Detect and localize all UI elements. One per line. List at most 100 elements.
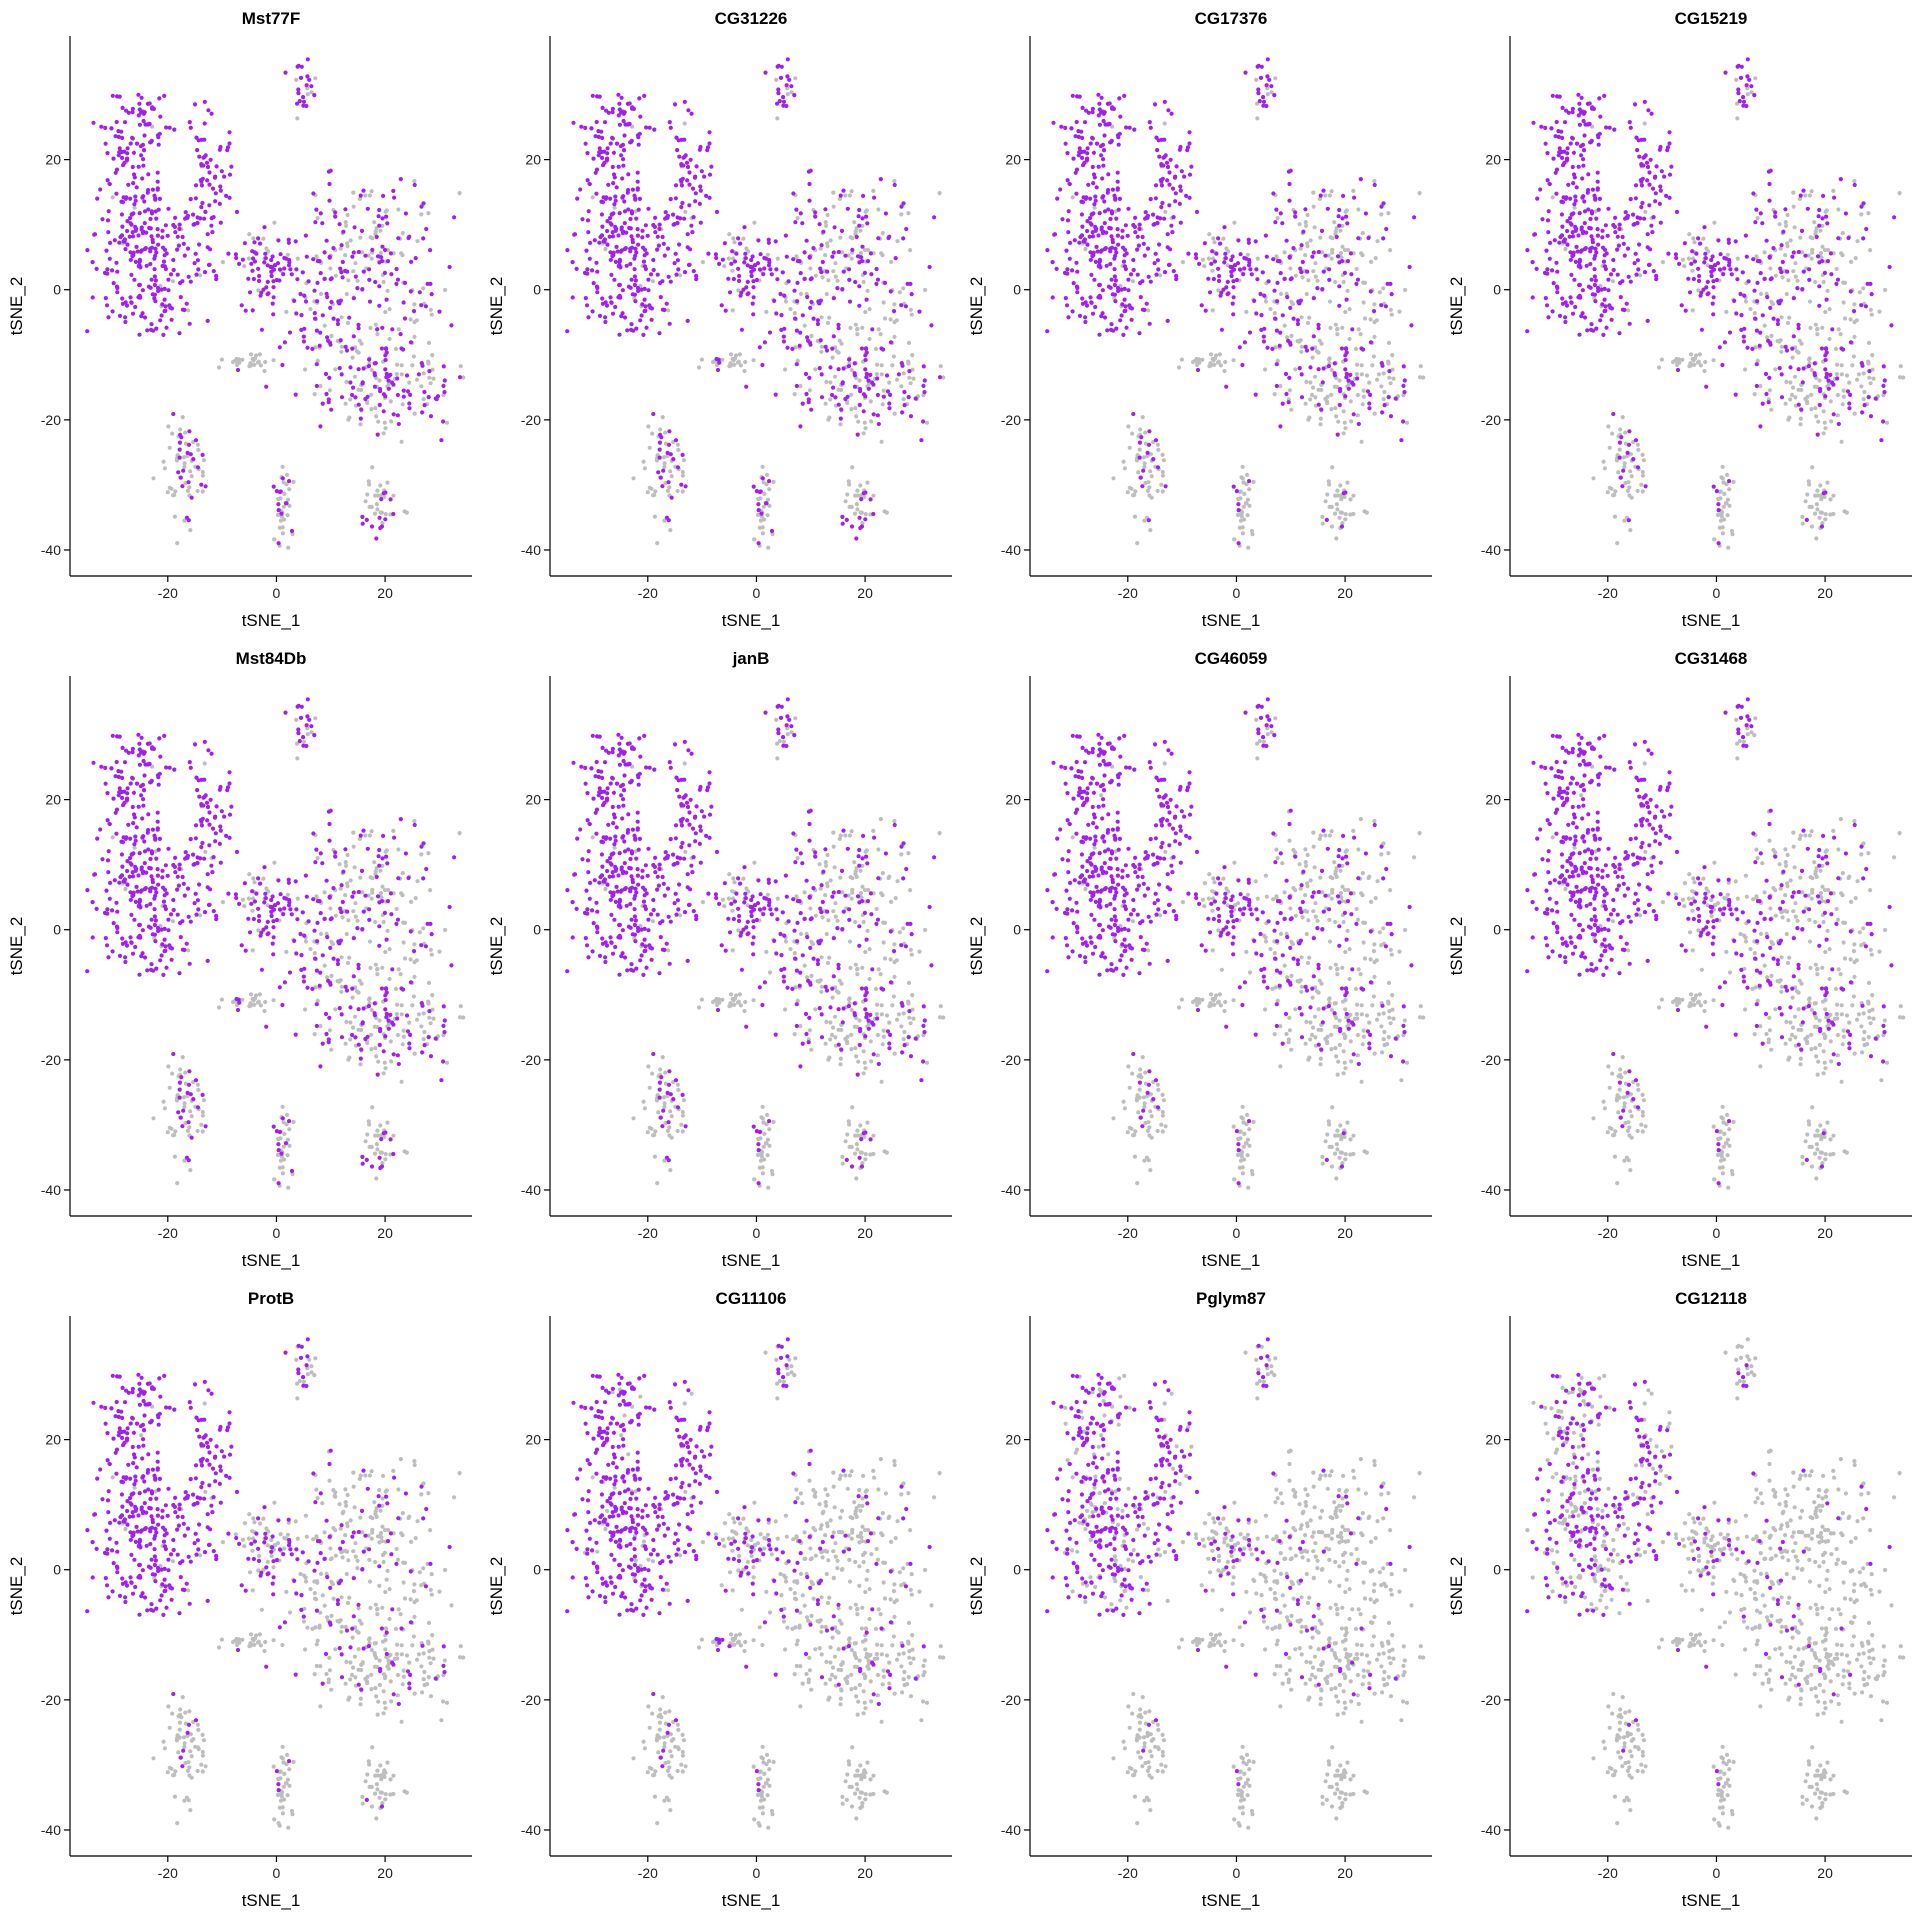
point-expressed [213,199,218,204]
point-expressed [1873,396,1878,401]
point-expressed [781,103,786,108]
point-low [399,363,404,368]
point-low [1379,212,1384,217]
point-low [352,1014,357,1019]
point-low [428,307,433,312]
point-expressed [327,181,332,187]
point-low [809,333,814,338]
point-low [1643,209,1648,214]
point-expressed [1576,92,1581,97]
point-expressed [868,372,873,377]
point-expressed [694,273,699,278]
point-low [1856,372,1861,377]
point-expressed [1337,223,1342,228]
point-expressed [154,216,159,221]
point-expressed [778,75,784,80]
point-expressed [862,270,867,275]
point-low [899,384,904,389]
point-expressed [1184,193,1189,198]
point-low [1839,363,1844,368]
point-expressed [786,279,791,284]
point-expressed [1570,164,1575,170]
point-expressed [293,392,298,397]
point-expressed [161,332,166,337]
point-expressed [178,432,183,437]
point-low [818,246,823,251]
point-expressed [1790,254,1795,259]
point-expressed [1717,345,1722,350]
point-low [667,485,672,490]
point-expressed [390,380,395,385]
point-low [402,920,408,925]
point-expressed [1589,211,1595,216]
point-expressed [107,256,112,261]
point-expressed [597,240,602,245]
point-expressed [422,403,427,408]
point-expressed [141,157,146,162]
point-expressed [203,209,208,214]
point-expressed [922,390,927,395]
point-expressed [666,480,671,485]
point-expressed [613,198,618,203]
point-expressed [756,238,761,243]
point-expressed [594,167,600,172]
point-expressed [149,322,154,327]
point-low [330,942,335,947]
point-expressed [359,228,365,233]
point-expressed [1162,216,1167,221]
point-expressed [1079,212,1084,217]
point-expressed [298,75,304,80]
point-expressed [717,360,722,365]
point-expressed [1108,246,1113,251]
point-expressed [1568,295,1573,300]
point-low [1389,312,1394,317]
point-expressed [343,344,348,349]
point-low [1715,512,1721,518]
point-low [369,829,374,834]
point-expressed [665,450,670,455]
point-expressed [1146,518,1151,523]
point-expressed [608,196,613,201]
point-low [186,948,191,953]
point-expressed [616,164,621,169]
point-low [203,849,208,854]
point-expressed [617,101,622,106]
point-low [378,510,383,515]
point-expressed [1156,267,1161,272]
point-expressed [608,257,613,262]
point-expressed [630,292,635,297]
point-expressed [881,394,886,399]
point-low [1824,208,1829,213]
point-expressed [1064,248,1069,253]
point-expressed [927,264,932,270]
point-expressed [199,482,204,487]
point-low [683,209,688,214]
point-expressed [277,267,283,272]
point-expressed [1261,339,1266,344]
point-expressed [1745,74,1750,79]
point-expressed [1577,107,1582,112]
point-low [256,928,261,933]
point-low [1238,518,1243,523]
point-expressed [1148,197,1153,202]
point-expressed [164,251,169,256]
point-expressed [922,378,927,383]
point-low [343,893,348,898]
point-expressed [91,120,96,125]
point-expressed [1231,267,1237,272]
point-expressed [1838,177,1843,182]
point-low [858,483,863,488]
point-low [1829,419,1834,424]
point-expressed [634,326,639,331]
point-low [173,489,178,494]
point-expressed [1697,273,1702,279]
point-expressed [888,392,893,397]
point-expressed [1581,157,1586,162]
point-expressed [1581,194,1586,199]
point-expressed [1576,295,1581,300]
point-expressed [1272,93,1277,98]
point-low [363,499,368,504]
point-expressed [1768,277,1773,282]
point-expressed [891,309,897,314]
point-low [1224,246,1229,251]
